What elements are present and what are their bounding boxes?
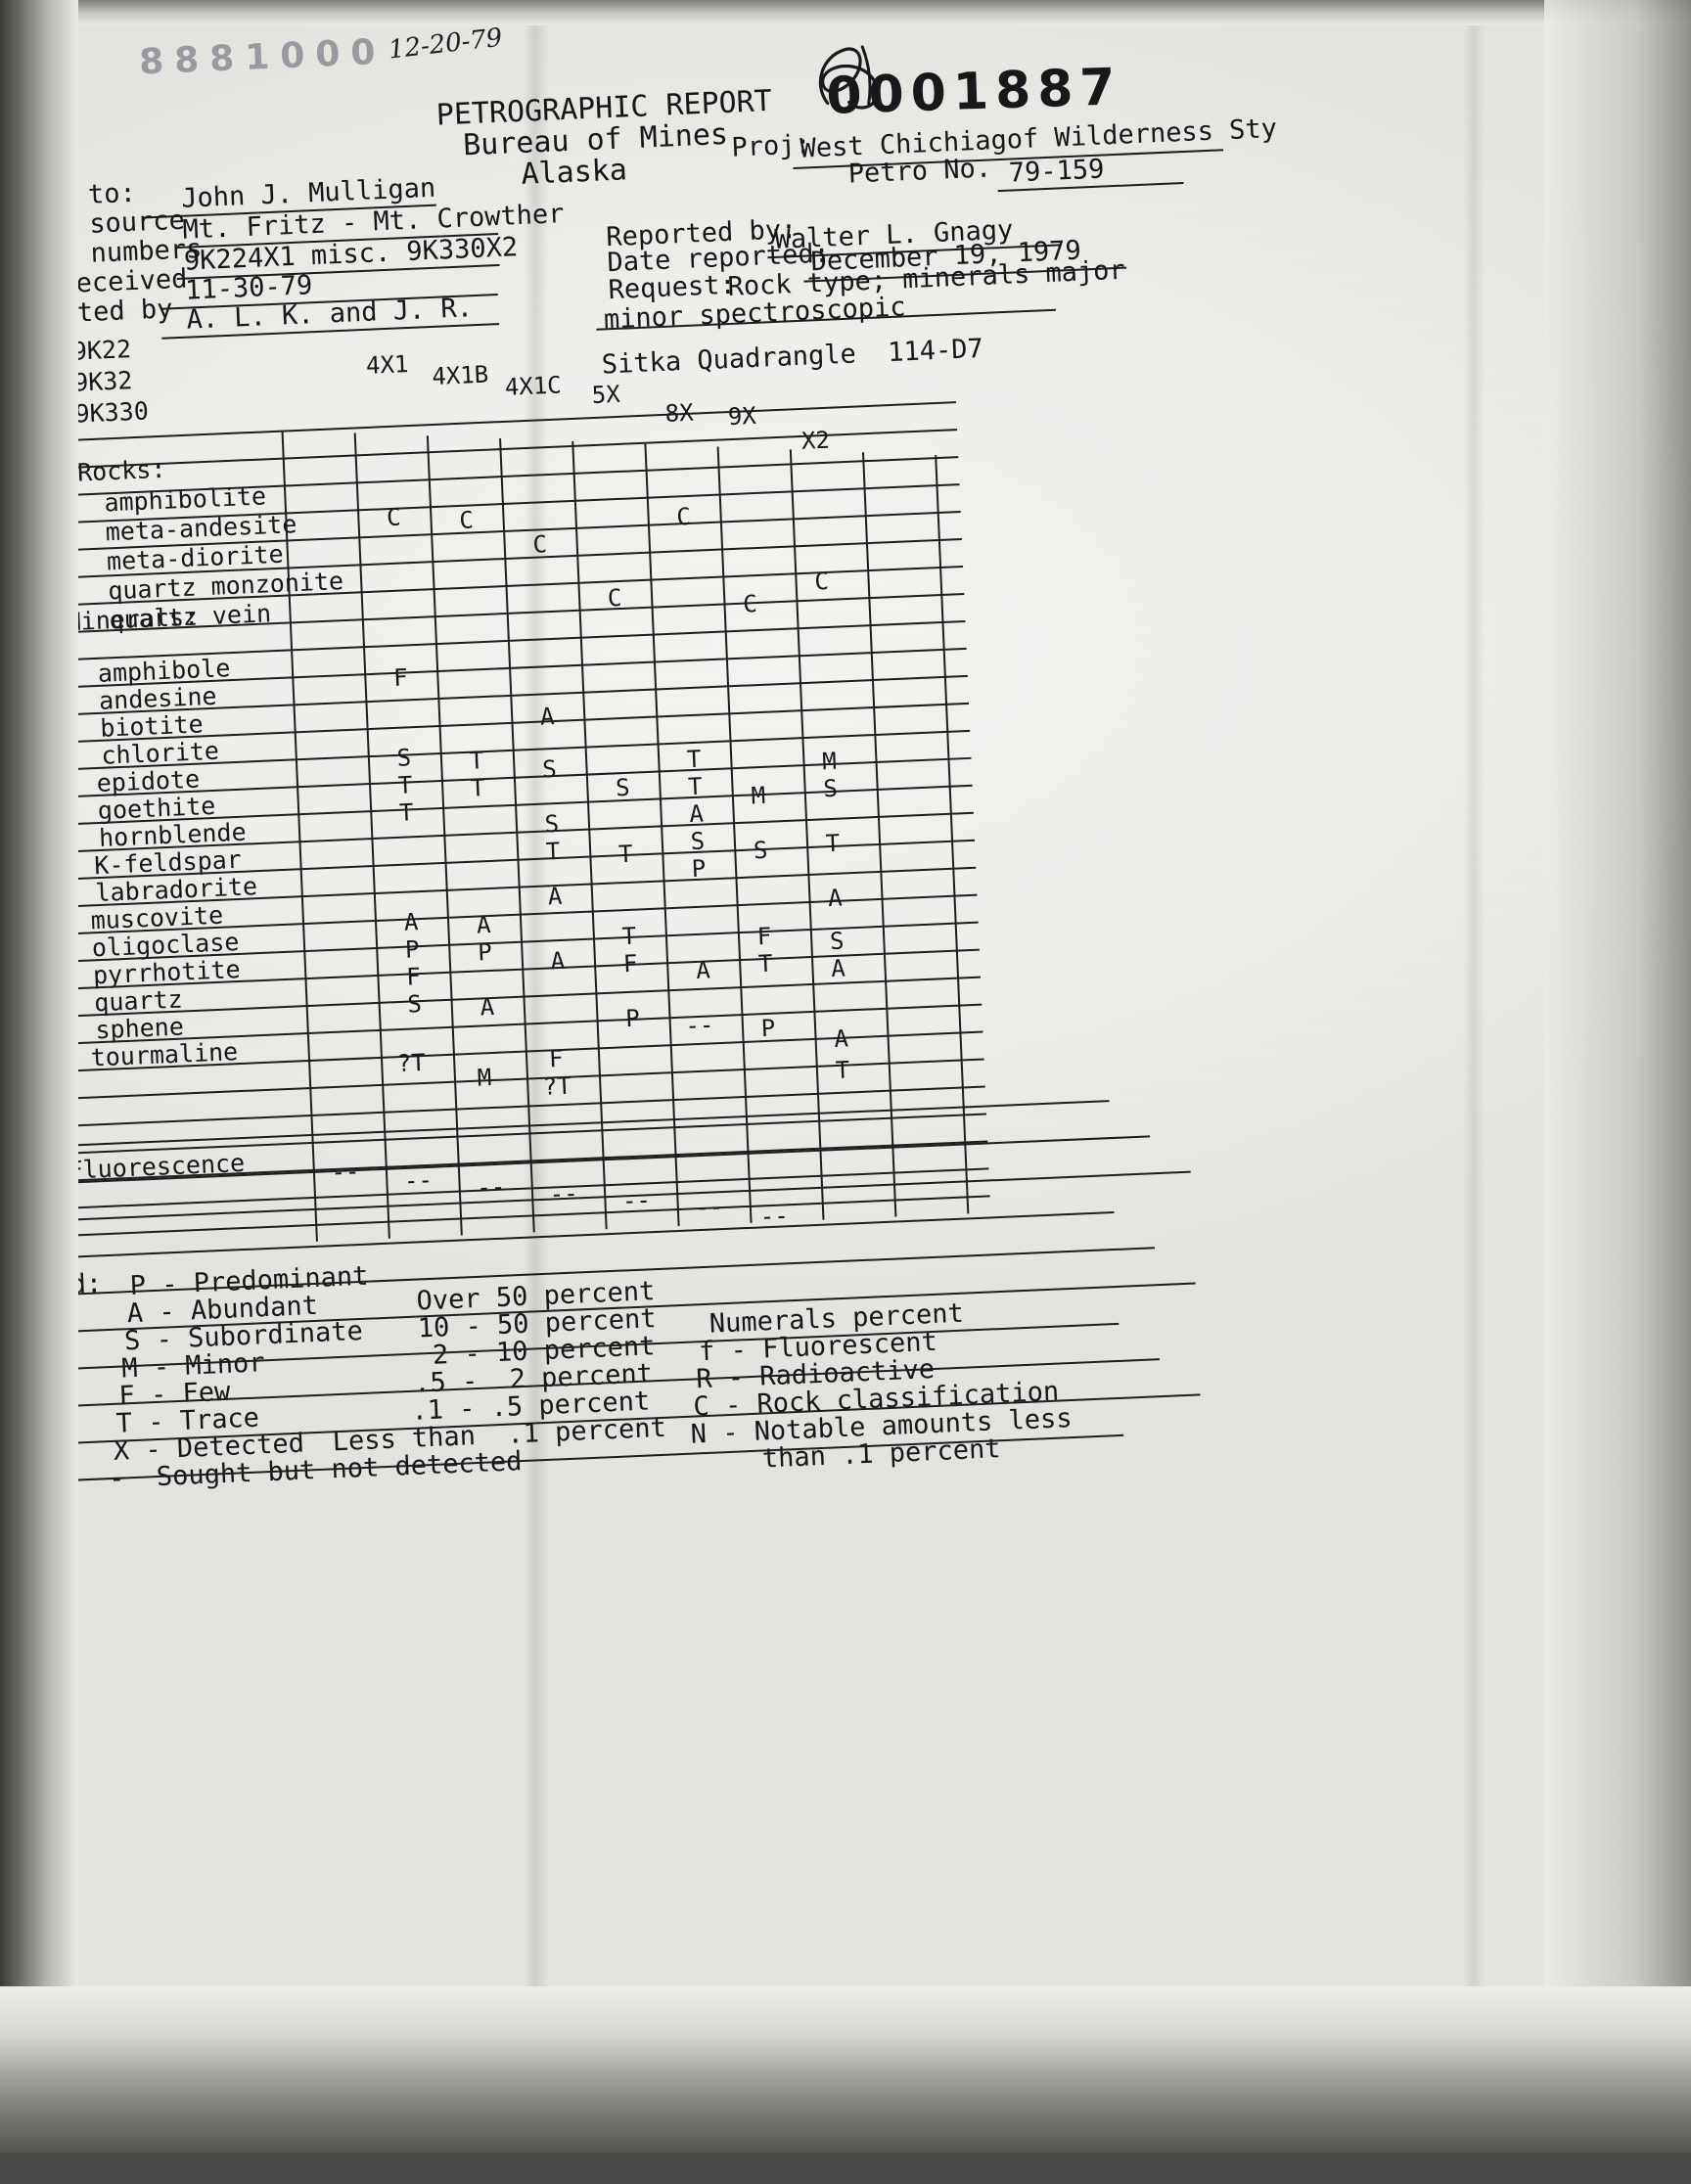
column-header-2: 4X1C bbox=[504, 371, 563, 401]
section-label-rocks: Rocks: bbox=[76, 454, 166, 487]
mineral-cell-2-2: A bbox=[539, 702, 556, 731]
mineral-cell-5-0: T bbox=[397, 771, 413, 799]
column-header-5: 9X bbox=[727, 401, 757, 432]
fluorescence-cell-3: -- bbox=[549, 1179, 579, 1208]
corner-label-1: 9K32 bbox=[72, 366, 133, 397]
state-name: Alaska bbox=[520, 153, 628, 192]
mineral-cell-4-2: S bbox=[541, 754, 558, 784]
mineral-cell-15-0: ?T bbox=[396, 1048, 427, 1078]
signature-scribble bbox=[818, 45, 879, 110]
field-label-petro-no: Petro No. bbox=[847, 153, 992, 190]
column-header-3: 5X bbox=[591, 380, 621, 410]
corner-label-0: 9K22 bbox=[71, 335, 132, 366]
legend-title: egend: bbox=[6, 1268, 103, 1303]
handwritten-date: 12-20-79 bbox=[387, 23, 504, 66]
mineral-cell-7-2: T bbox=[545, 837, 561, 866]
mineral-cell-12-2: A bbox=[550, 946, 566, 976]
corner-label-2: 9K330 bbox=[73, 396, 150, 429]
field-label-submitted-by: mitted by bbox=[28, 294, 174, 331]
mineral-cell-10-0: A bbox=[403, 908, 419, 936]
mineral-cell-11-0: P bbox=[404, 935, 421, 964]
mineral-cell-12-0: F bbox=[405, 963, 422, 991]
table-rule-v bbox=[281, 430, 318, 1242]
mineral-cell-13-0: S bbox=[406, 990, 423, 1019]
remarks-label: ks bbox=[1, 1124, 35, 1157]
mineral-cell-6-0: T bbox=[398, 798, 415, 827]
rock-cell-2-4: C bbox=[675, 502, 692, 531]
table-rule-h bbox=[0, 1085, 985, 1131]
mineral-cell-4-0: S bbox=[396, 744, 412, 772]
stamp-number: 0001887 bbox=[825, 58, 1123, 126]
mineral-cell-6-2: S bbox=[544, 809, 560, 839]
field-value-petro-no: 79-159 bbox=[1008, 154, 1106, 189]
table-rule-v bbox=[353, 432, 390, 1239]
petrographic-table: 9K22 9K32 9K330 4X1 4X1B 4X1C 5X 8X 9X X… bbox=[0, 295, 1103, 1242]
page-rule bbox=[0, 1210, 1115, 1262]
column-header-1: 4X1B bbox=[431, 360, 489, 390]
table-rule-v bbox=[935, 455, 970, 1214]
column-header-0: 4X1 bbox=[365, 350, 409, 380]
mineral-cell-1-0: F bbox=[392, 663, 409, 692]
table-rule-h bbox=[0, 1113, 987, 1159]
faint-stamp: 8881000 bbox=[138, 31, 388, 83]
